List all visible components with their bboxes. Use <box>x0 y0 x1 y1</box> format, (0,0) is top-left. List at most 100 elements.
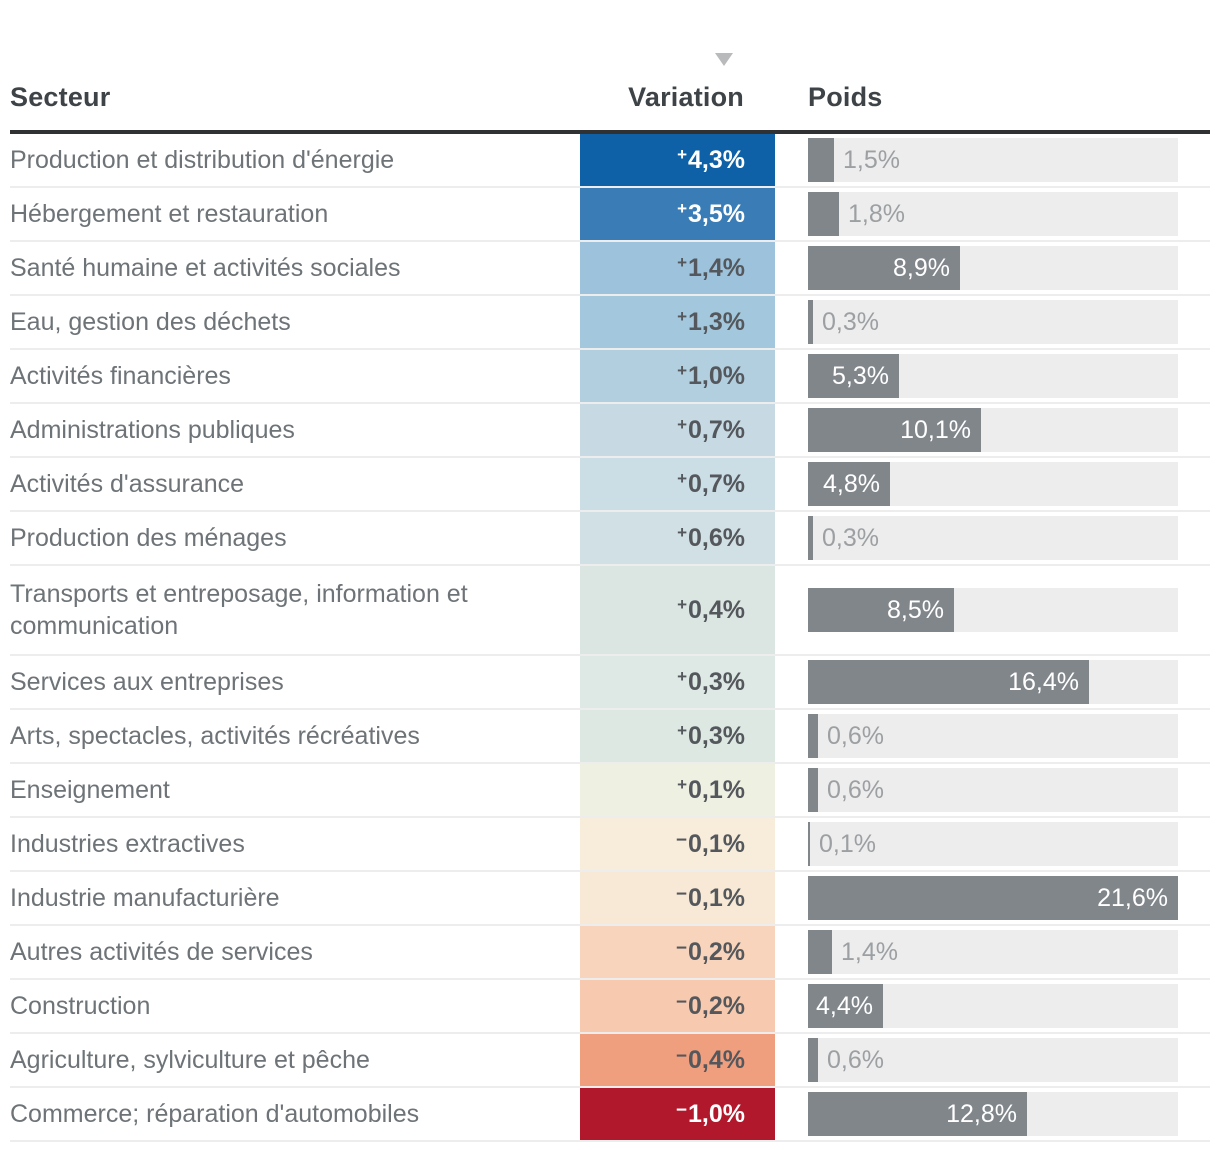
variation-value: 0,4% <box>688 595 745 624</box>
variation-cell: +0,3% <box>580 710 775 762</box>
poids-bar-track: 0,6% <box>808 768 1178 812</box>
poids-cell: 8,9% <box>775 242 1210 294</box>
variation-sign: + <box>677 415 688 434</box>
table-row: Agriculture, sylviculture et pêche −0,4%… <box>10 1034 1210 1088</box>
variation-sign: + <box>677 307 688 326</box>
variation-value: 0,1% <box>688 883 745 912</box>
poids-value-label: 4,8% <box>823 469 880 498</box>
poids-bar-track: 4,8% <box>808 462 1178 506</box>
poids-bar: 4,4% <box>808 984 883 1028</box>
poids-bar-track: 0,3% <box>808 516 1178 560</box>
poids-bar <box>808 300 813 344</box>
sector-label: Industries extractives <box>10 830 245 858</box>
variation-cell: −0,1% <box>580 818 775 870</box>
column-header-variation[interactable]: Variation <box>628 82 744 112</box>
poids-value-label: 10,1% <box>900 415 971 444</box>
poids-cell: 1,5% <box>775 134 1210 186</box>
poids-value-label: 21,6% <box>1097 883 1168 912</box>
variation-sign: − <box>675 1100 688 1121</box>
variation-sign: + <box>677 253 688 272</box>
variation-cell: +0,7% <box>580 458 775 510</box>
table-row: Eau, gestion des déchets +1,3% 0,3% <box>10 296 1210 350</box>
variation-cell: −0,2% <box>580 980 775 1032</box>
sector-label: Administrations publiques <box>10 416 295 444</box>
poids-bar: 10,1% <box>808 408 981 452</box>
table-row: Services aux entreprises +0,3% 16,4% <box>10 656 1210 710</box>
variation-value: 0,7% <box>688 415 745 444</box>
table-row: Hébergement et restauration +3,5% 1,8% <box>10 188 1210 242</box>
column-header-secteur: Secteur <box>10 82 111 112</box>
table-row: Industries extractives −0,1% 0,1% <box>10 818 1210 872</box>
poids-value-label: 1,5% <box>843 145 900 174</box>
poids-bar-track: 16,4% <box>808 660 1178 704</box>
variation-sign: + <box>677 469 688 488</box>
variation-cell: −1,0% <box>580 1088 775 1140</box>
variation-value: 0,1% <box>688 829 745 858</box>
poids-bar-track: 8,9% <box>808 246 1178 290</box>
sort-descending-icon[interactable] <box>715 53 733 66</box>
variation-cell: +1,4% <box>580 242 775 294</box>
poids-bar-track: 0,1% <box>808 822 1178 866</box>
variation-sign: − <box>675 1046 688 1067</box>
sector-label: Agriculture, sylviculture et pêche <box>10 1046 370 1074</box>
poids-value-label: 4,4% <box>816 991 873 1020</box>
variation-value: 0,4% <box>688 1045 745 1074</box>
variation-value: 1,0% <box>688 1099 745 1128</box>
variation-value: 0,3% <box>688 667 745 696</box>
poids-bar-track: 1,5% <box>808 138 1178 182</box>
table-row: Construction −0,2% 4,4% <box>10 980 1210 1034</box>
poids-value-label: 12,8% <box>946 1099 1017 1128</box>
sector-label: Activités financières <box>10 362 231 390</box>
variation-cell: +1,3% <box>580 296 775 348</box>
sector-label: Hébergement et restauration <box>10 200 329 228</box>
variation-value: 4,3% <box>688 145 745 174</box>
sector-label: Arts, spectacles, activités récréatives <box>10 722 420 750</box>
variation-value: 0,2% <box>688 937 745 966</box>
variation-sign: + <box>677 523 688 542</box>
sector-label: Construction <box>10 992 151 1020</box>
variation-value: 0,7% <box>688 469 745 498</box>
poids-value-label: 0,6% <box>827 1045 884 1074</box>
poids-bar-track: 1,4% <box>808 930 1178 974</box>
table-row: Activités d'assurance +0,7% 4,8% <box>10 458 1210 512</box>
table-row: Transports et entreposage, information e… <box>10 566 1210 656</box>
variation-value: 1,4% <box>688 253 745 282</box>
variation-cell: +4,3% <box>580 134 775 186</box>
sector-label: Transports et entreposage, information e… <box>10 580 468 640</box>
variation-sign: − <box>675 830 688 851</box>
poids-bar-track: 4,4% <box>808 984 1178 1028</box>
variation-sign: + <box>677 145 688 164</box>
poids-bar-track: 8,5% <box>808 588 1178 632</box>
variation-cell: −0,2% <box>580 926 775 978</box>
sector-label: Enseignement <box>10 776 170 804</box>
variation-sign: − <box>675 992 688 1013</box>
poids-cell: 21,6% <box>775 872 1210 924</box>
variation-value: 1,3% <box>688 307 745 336</box>
table-row: Activités financières +1,0% 5,3% <box>10 350 1210 404</box>
poids-cell: 4,8% <box>775 458 1210 510</box>
poids-bar: 8,9% <box>808 246 960 290</box>
poids-cell: 16,4% <box>775 656 1210 708</box>
poids-cell: 10,1% <box>775 404 1210 456</box>
sector-label: Industrie manufacturière <box>10 884 280 912</box>
poids-cell: 12,8% <box>775 1088 1210 1140</box>
poids-value-label: 0,6% <box>827 775 884 804</box>
variation-sign: − <box>675 884 688 905</box>
poids-cell: 1,4% <box>775 926 1210 978</box>
poids-bar <box>808 192 839 236</box>
variation-cell: +0,4% <box>580 566 775 654</box>
poids-bar: 8,5% <box>808 588 954 632</box>
sector-label: Production des ménages <box>10 524 287 552</box>
poids-bar: 16,4% <box>808 660 1089 704</box>
variation-sign: + <box>677 721 688 740</box>
variation-value: 0,6% <box>688 523 745 552</box>
poids-cell: 0,6% <box>775 1034 1210 1086</box>
table-row: Autres activités de services −0,2% 1,4% <box>10 926 1210 980</box>
variation-cell: +3,5% <box>580 188 775 240</box>
poids-bar <box>808 714 818 758</box>
poids-bar-track: 1,8% <box>808 192 1178 236</box>
poids-bar <box>808 822 810 866</box>
poids-cell: 5,3% <box>775 350 1210 402</box>
poids-value-label: 8,5% <box>887 595 944 624</box>
poids-value-label: 1,4% <box>841 937 898 966</box>
